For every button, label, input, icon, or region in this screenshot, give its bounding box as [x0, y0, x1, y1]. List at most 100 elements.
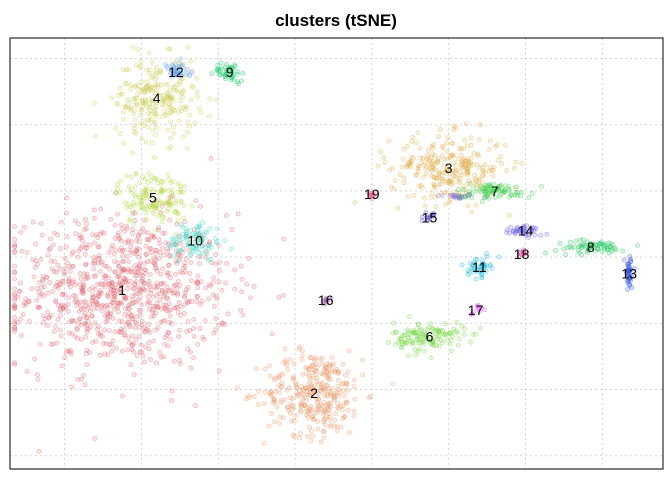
data-point: [185, 346, 191, 352]
data-point: [12, 361, 18, 367]
data-point: [281, 236, 287, 242]
data-point: [202, 245, 208, 251]
data-point: [298, 401, 304, 407]
data-point: [83, 262, 89, 268]
data-point: [62, 355, 68, 361]
data-point: [146, 321, 151, 327]
data-point: [432, 161, 438, 167]
data-point: [107, 266, 113, 272]
data-point: [471, 180, 476, 185]
data-point: [182, 260, 187, 266]
data-point: [160, 97, 166, 102]
data-point: [464, 170, 470, 176]
data-point: [454, 174, 460, 180]
data-point: [181, 72, 187, 78]
data-point: [166, 176, 172, 182]
data-point: [64, 260, 70, 266]
data-point: [32, 356, 38, 362]
data-point: [473, 331, 479, 337]
data-point: [459, 194, 465, 200]
data-point: [494, 186, 500, 192]
data-point: [70, 279, 76, 285]
data-point: [176, 60, 182, 66]
data-point: [320, 370, 326, 376]
data-point: [64, 234, 70, 240]
data-point: [119, 269, 125, 275]
data-point: [217, 72, 223, 78]
data-point: [447, 341, 453, 347]
data-point: [173, 258, 179, 264]
data-point: [567, 239, 573, 245]
data-point: [111, 306, 117, 312]
data-point: [432, 184, 438, 190]
data-point: [318, 381, 324, 387]
data-point: [232, 63, 238, 69]
data-point: [127, 278, 133, 284]
data-point: [148, 178, 154, 183]
data-point: [172, 242, 178, 248]
data-point: [302, 385, 308, 391]
data-point: [120, 267, 126, 272]
data-point: [115, 300, 121, 306]
data-point: [343, 400, 349, 406]
data-point: [627, 276, 633, 282]
data-point: [433, 204, 439, 210]
data-point: [318, 387, 323, 393]
data-point: [177, 358, 182, 363]
data-point: [185, 236, 191, 242]
data-point: [134, 269, 140, 275]
data-point: [170, 85, 176, 90]
data-point: [465, 203, 471, 209]
data-point: [105, 311, 110, 317]
data-point: [462, 164, 468, 170]
data-point: [103, 273, 109, 279]
data-point: [430, 342, 436, 348]
data-point: [203, 285, 209, 291]
data-point: [177, 186, 183, 192]
data-point: [121, 333, 127, 338]
data-point: [625, 266, 631, 272]
data-point: [112, 292, 118, 298]
data-point: [282, 396, 288, 402]
data-point: [176, 110, 181, 116]
data-point: [80, 281, 86, 287]
data-point: [173, 71, 178, 77]
data-point: [58, 307, 64, 313]
data-point: [460, 187, 466, 192]
data-point: [459, 262, 465, 268]
data-point: [12, 297, 18, 303]
data-point: [463, 158, 469, 164]
data-point: [153, 205, 159, 211]
data-point: [72, 299, 78, 304]
data-point: [428, 321, 434, 326]
data-point: [430, 339, 436, 345]
data-point: [98, 260, 104, 266]
data-point: [324, 370, 330, 376]
data-point: [94, 300, 100, 306]
data-point: [142, 260, 148, 266]
data-point: [141, 329, 147, 335]
data-point: [124, 104, 130, 110]
data-point: [153, 203, 159, 209]
data-point: [112, 222, 118, 228]
data-point: [172, 84, 177, 90]
data-point: [324, 361, 330, 367]
data-point: [79, 376, 85, 382]
data-point: [471, 151, 477, 156]
data-point: [183, 226, 189, 232]
data-point: [41, 313, 46, 319]
data-point: [99, 308, 105, 314]
data-point: [419, 327, 425, 332]
data-point: [184, 229, 190, 234]
data-point: [84, 347, 90, 353]
data-point: [298, 391, 304, 397]
data-point: [482, 187, 488, 193]
data-point: [441, 163, 447, 169]
data-point: [218, 60, 224, 66]
data-point: [69, 384, 75, 390]
data-point: [485, 183, 491, 189]
data-point: [146, 50, 152, 56]
data-point: [125, 303, 131, 309]
data-point: [458, 194, 464, 200]
